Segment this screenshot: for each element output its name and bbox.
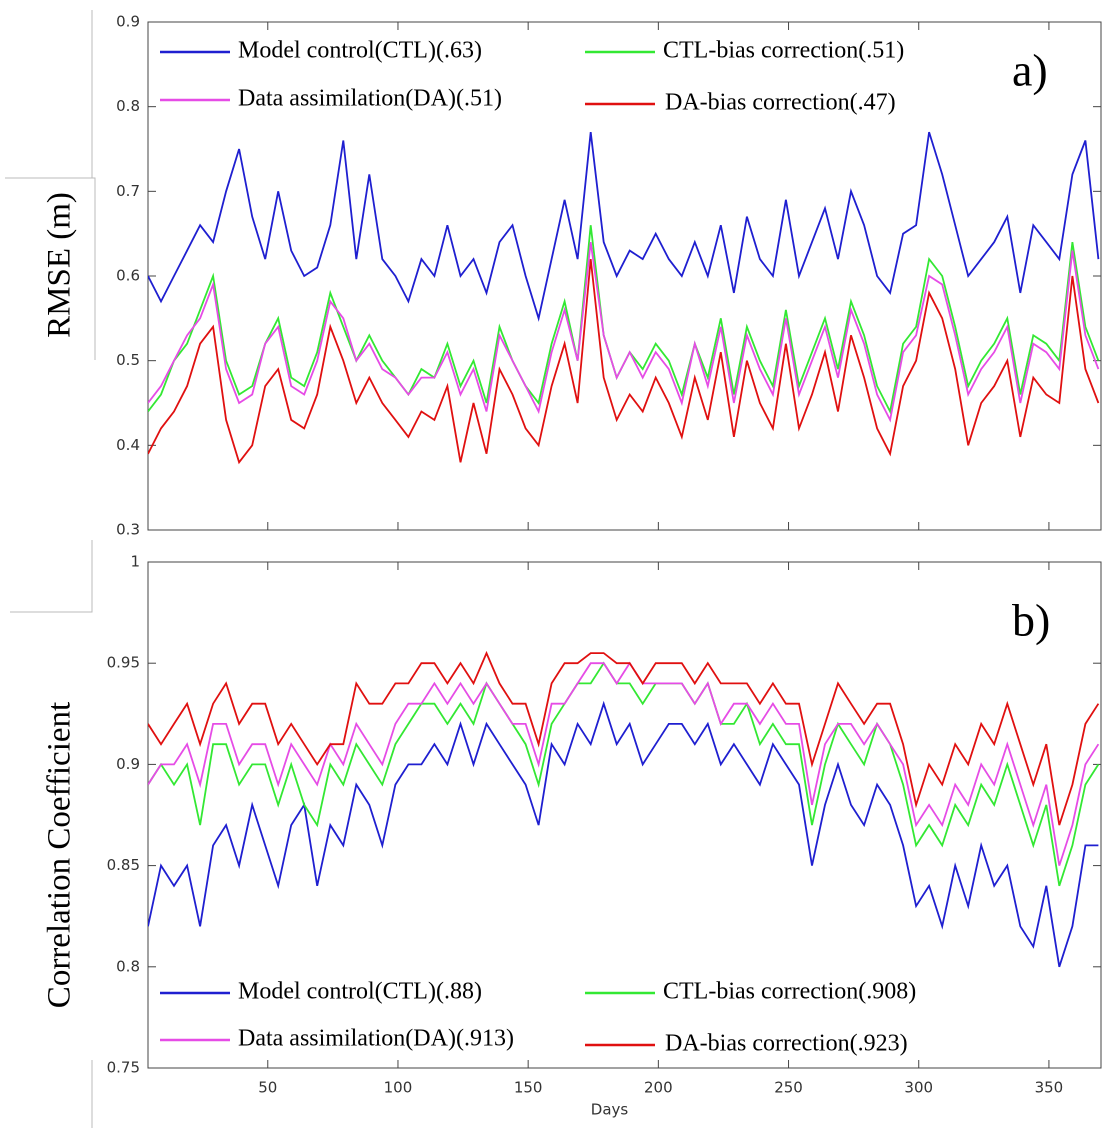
legend-label: Model control(CTL)(.63) — [238, 38, 482, 64]
legend-label: CTL-bias correction(.908) — [663, 979, 916, 1005]
data-line — [148, 131, 1100, 322]
plot-area — [147, 561, 1102, 1069]
legend-label: DA-bias correction(.923) — [665, 1031, 908, 1057]
x-tick-label: 100 — [384, 1079, 413, 1097]
legend-label: Data assimilation(DA)(.913) — [238, 1026, 514, 1052]
data-line — [148, 661, 1100, 866]
series-group — [148, 650, 1100, 968]
x-tick-label: 350 — [1035, 1079, 1064, 1097]
y-tick-label: 1 — [130, 553, 140, 571]
legend-label: DA-bias correction(.47) — [665, 90, 896, 116]
decoration — [5, 10, 96, 1128]
y-tick-label: 0.9 — [116, 755, 140, 773]
y-axis-label: RMSE (m) — [42, 192, 78, 338]
y-tick-label: 0.95 — [107, 654, 140, 672]
data-line — [148, 700, 1099, 968]
x-tick-label: 300 — [904, 1079, 933, 1097]
panel-label: a) — [1012, 45, 1048, 96]
y-tick-label: 0.8 — [116, 97, 140, 115]
y-tick-label: 0.8 — [116, 957, 140, 975]
data-line — [148, 259, 1100, 465]
y-axis-label: Correlation Coefficient — [42, 702, 78, 1008]
x-tick-label: 50 — [258, 1079, 277, 1097]
data-line — [148, 241, 1100, 423]
y-tick-label: 0.9 — [116, 13, 140, 31]
x-axis-label: Days — [591, 1101, 629, 1119]
y-tick-label: 0.85 — [107, 856, 140, 874]
legend-label: Data assimilation(DA)(.51) — [238, 86, 502, 112]
x-tick-label: 200 — [644, 1079, 673, 1097]
y-tick-label: 0.3 — [116, 521, 140, 539]
y-tick-label: 0.6 — [116, 267, 140, 285]
data-line — [148, 650, 1100, 826]
y-tick-label: 0.7 — [116, 182, 140, 200]
x-tick-label: 250 — [774, 1079, 803, 1097]
y-tick-label: 0.5 — [116, 351, 140, 369]
x-tick-label: 150 — [514, 1079, 543, 1097]
legend-label: CTL-bias correction(.51) — [663, 38, 904, 64]
y-tick-label: 0.75 — [107, 1059, 140, 1077]
legend-label: Model control(CTL)(.88) — [238, 979, 482, 1005]
series-group — [148, 131, 1100, 465]
panel-label: b) — [1012, 595, 1050, 646]
y-tick-label: 0.4 — [116, 436, 140, 454]
data-line — [148, 661, 1100, 887]
